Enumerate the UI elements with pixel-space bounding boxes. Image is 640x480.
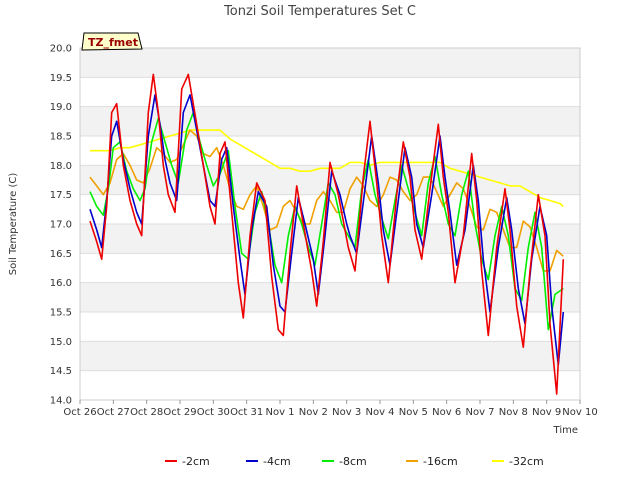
series-line-8cmcm [89,111,564,331]
plot-band [80,282,580,312]
x-tick-label: Nov 10 [562,407,597,418]
y-tick-labels: 14.0 14.5 15.0 15.5 16.0 16.5 17.0 17.5 18.0 18.5… [50,44,72,407]
legend-item: -8cm [322,455,367,468]
y-tick-label: 18.5 [50,132,72,143]
plot-band [80,77,580,107]
x-tick-label: Oct 30 [197,407,230,418]
legend-item: -16cm [406,455,458,468]
x-tick-label: Nov 1 [265,407,294,418]
x-tick-label: Nov 2 [299,407,328,418]
plot-band [80,224,580,254]
series-line-2cmcm [89,73,565,395]
legend-item: -32cm [492,455,544,468]
legend-label: -2cm [182,455,210,468]
x-tick-label: Nov 8 [499,407,528,418]
y-tick-label: 18.0 [50,161,72,172]
x-tick-label: Nov 3 [332,407,361,418]
x-tick-label: Nov 6 [432,407,461,418]
plot-band [80,106,580,136]
x-tick-label: Nov 7 [465,407,494,418]
series-lines [89,73,565,395]
site-tag-box: TZ_fmet [81,32,143,51]
x-tick-labels: Oct 26 Oct 27 Oct 28 Oct 29 Oct 30 Oct 31 Nov … [63,400,598,418]
legend-label: -16cm [423,455,458,468]
x-tick-label: Nov 5 [399,407,428,418]
y-tick-label: 14.0 [50,396,72,407]
x-axis-label: Time [553,425,578,436]
y-tick-label: 14.5 [50,366,72,377]
site-tag: TZ_fmet [88,36,138,49]
y-tick-label: 17.5 [50,190,72,201]
legend-label: -32cm [509,455,544,468]
x-tick-label: Oct 31 [230,407,263,418]
y-tick-label: 17.0 [50,220,72,231]
y-axis-label: Soil Temperature (C) [8,173,19,276]
x-tick-label: Oct 28 [130,407,163,418]
legend: -2cm -4cm -8cm -16cm -32cm [165,455,544,468]
plot-band [80,48,580,78]
y-tick-label: 16.0 [50,278,72,289]
y-tick-label: 19.0 [50,102,72,113]
plot-band [80,312,580,342]
y-tick-label: 16.5 [50,249,72,260]
plot-frame [79,47,581,401]
x-tick-label: Nov 9 [532,407,561,418]
x-tick-label: Oct 26 [63,407,96,418]
plot-band [80,253,580,283]
y-tick-label: 20.0 [50,44,72,55]
chart-title: Tonzi Soil Temperatures Set C [223,4,416,19]
x-tick-label: Oct 29 [163,407,196,418]
x-tick-label: Oct 27 [97,407,130,418]
plot-band [80,341,580,371]
y-tick-label: 15.0 [50,337,72,348]
plot-band [80,370,580,400]
y-tick-label: 15.5 [50,308,72,319]
legend-label: -8cm [339,455,367,468]
legend-label: -4cm [263,455,291,468]
y-tick-label: 19.5 [50,73,72,84]
x-tick-label: Nov 4 [365,407,394,418]
legend-item: -4cm [246,455,291,468]
site-tag-shape [81,32,143,51]
legend-item: -2cm [165,455,210,468]
